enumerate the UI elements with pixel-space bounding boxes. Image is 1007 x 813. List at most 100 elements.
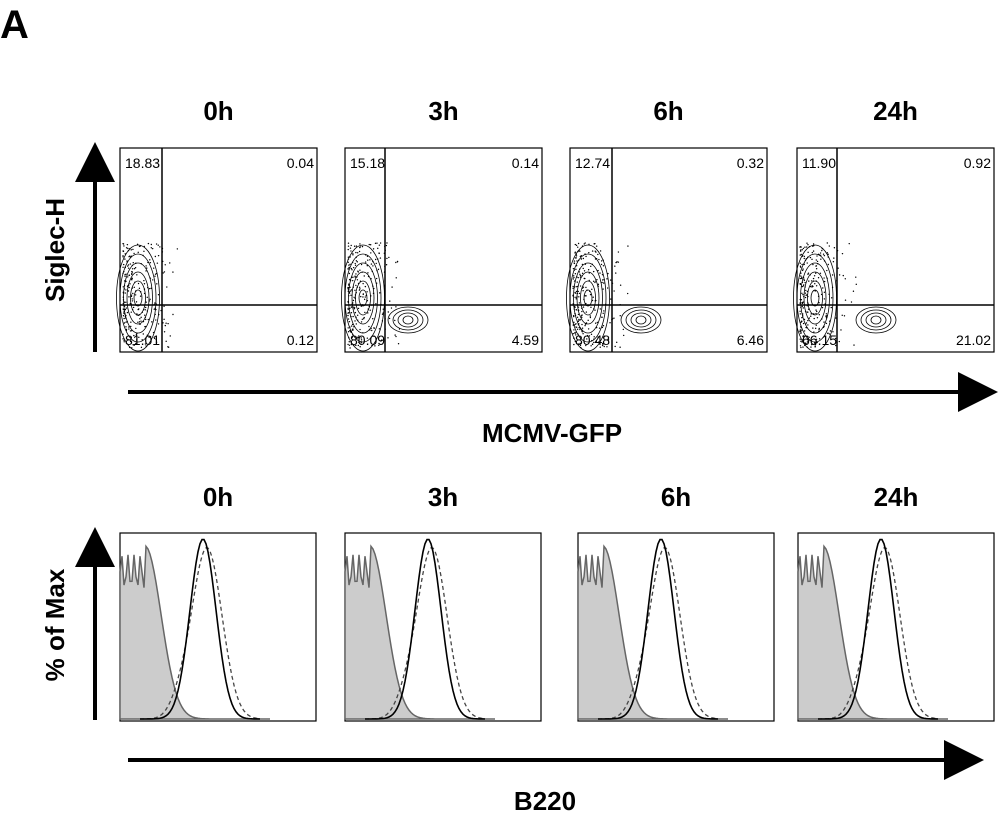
dot	[157, 244, 159, 246]
dot	[355, 251, 357, 254]
dot	[156, 283, 158, 285]
dot	[350, 267, 353, 270]
dot	[803, 318, 806, 321]
dot	[577, 242, 580, 245]
dot	[806, 242, 808, 244]
dot	[129, 263, 132, 265]
dot	[122, 266, 124, 268]
dot	[581, 316, 583, 319]
dot	[159, 246, 161, 248]
dot	[397, 343, 400, 345]
dot	[152, 279, 154, 281]
dot	[137, 251, 139, 254]
dot	[804, 296, 807, 299]
dot	[817, 277, 820, 279]
dot	[157, 293, 160, 296]
dot	[800, 332, 802, 335]
dot	[807, 244, 809, 246]
dot	[799, 283, 801, 285]
dot	[352, 266, 355, 269]
contour	[402, 315, 414, 325]
dot	[364, 296, 366, 298]
dot	[591, 288, 593, 291]
dot	[349, 347, 351, 349]
dot	[578, 296, 580, 298]
contour	[803, 271, 827, 325]
x-label: MCMV-GFP	[482, 418, 622, 448]
dot	[355, 273, 357, 275]
contour	[392, 309, 424, 331]
dot	[813, 317, 815, 320]
dot	[803, 278, 805, 280]
dot	[598, 341, 600, 343]
contour	[800, 262, 830, 334]
dot	[803, 255, 806, 258]
dot	[614, 345, 616, 348]
dot	[350, 250, 352, 252]
dot	[153, 308, 155, 310]
dot	[602, 325, 605, 327]
dot	[137, 321, 139, 323]
dot	[602, 342, 604, 345]
dot	[852, 290, 855, 292]
dot	[154, 275, 156, 277]
dot	[576, 281, 578, 283]
dot	[581, 323, 583, 326]
dot	[614, 265, 616, 267]
dot	[348, 320, 351, 323]
dot	[585, 311, 588, 313]
dot	[799, 262, 801, 264]
dot	[388, 256, 390, 259]
dot	[607, 339, 610, 341]
dot	[394, 334, 396, 336]
dot	[802, 301, 804, 303]
dot	[364, 261, 367, 263]
contour	[855, 306, 897, 334]
timepoint: 3h	[428, 482, 458, 512]
dot	[140, 346, 143, 349]
dot	[587, 269, 590, 271]
dot	[821, 249, 823, 252]
dot	[814, 342, 817, 345]
contour	[796, 253, 834, 343]
dot	[131, 271, 134, 273]
histogram	[597, 547, 719, 720]
dot	[807, 319, 809, 322]
dot	[395, 306, 397, 308]
dot	[149, 335, 152, 338]
dot	[823, 254, 826, 257]
dot	[355, 284, 357, 287]
dot	[137, 308, 139, 311]
dot	[615, 272, 617, 274]
dot	[130, 295, 133, 298]
dot	[840, 329, 842, 331]
dot	[123, 341, 125, 343]
dot	[589, 293, 592, 296]
dot	[377, 247, 379, 250]
dot	[347, 286, 349, 289]
dot	[144, 306, 147, 309]
dot	[370, 263, 373, 265]
dot	[163, 305, 165, 308]
dot	[354, 311, 357, 314]
dot	[815, 268, 818, 270]
dot	[609, 279, 612, 281]
dot	[809, 256, 812, 259]
dot	[353, 296, 355, 299]
dot	[603, 335, 606, 337]
dot	[350, 343, 352, 346]
dot	[822, 253, 825, 255]
dot	[391, 286, 393, 288]
dot	[125, 301, 127, 303]
dot	[799, 277, 802, 280]
dot	[827, 263, 830, 266]
dot	[802, 268, 804, 270]
dot	[387, 311, 389, 313]
dot	[800, 329, 803, 331]
dot	[575, 257, 577, 259]
dot	[834, 337, 837, 340]
dot	[844, 299, 847, 301]
dot	[587, 319, 589, 322]
dot	[378, 328, 381, 330]
